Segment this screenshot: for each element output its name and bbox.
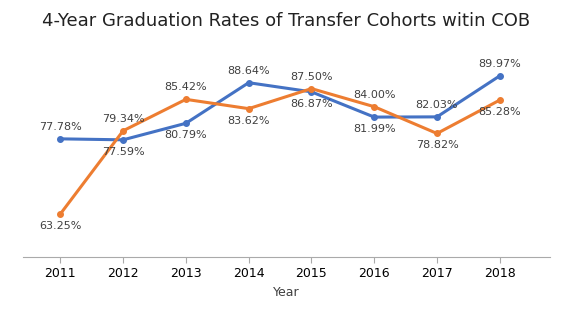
- Text: 88.64%: 88.64%: [227, 66, 270, 76]
- Text: 84.00%: 84.00%: [353, 90, 395, 100]
- NURM: [496, 74, 503, 78]
- NURM: [371, 115, 378, 119]
- URM: [496, 98, 503, 102]
- Text: 78.82%: 78.82%: [416, 140, 458, 150]
- Text: 85.28%: 85.28%: [479, 107, 521, 117]
- URM: [308, 87, 315, 90]
- Text: 89.97%: 89.97%: [479, 59, 521, 69]
- URM: [246, 107, 252, 111]
- NURM: [434, 115, 441, 119]
- NURM: [183, 121, 189, 125]
- Text: 82.03%: 82.03%: [416, 100, 458, 110]
- Text: 81.99%: 81.99%: [353, 124, 396, 134]
- Text: 77.59%: 77.59%: [102, 147, 145, 157]
- URM: [57, 212, 64, 216]
- NURM: [246, 81, 252, 85]
- URM: [183, 97, 189, 101]
- URM: [120, 129, 126, 133]
- Text: 80.79%: 80.79%: [164, 130, 207, 140]
- Text: 63.25%: 63.25%: [39, 221, 82, 231]
- URM: [434, 132, 441, 136]
- NURM: [308, 90, 315, 94]
- Line: URM: URM: [58, 86, 502, 217]
- Text: 86.87%: 86.87%: [290, 99, 333, 109]
- X-axis label: Year: Year: [273, 286, 299, 299]
- Legend: NURM, URM: NURM, URM: [201, 323, 372, 329]
- NURM: [57, 137, 64, 141]
- URM: [371, 105, 378, 109]
- Text: 83.62%: 83.62%: [227, 115, 270, 126]
- Line: NURM: NURM: [58, 73, 502, 142]
- NURM: [120, 138, 126, 142]
- Title: 4-Year Graduation Rates of Transfer Cohorts witin COB: 4-Year Graduation Rates of Transfer Coho…: [43, 12, 530, 30]
- Text: 79.34%: 79.34%: [102, 114, 145, 124]
- Text: 87.50%: 87.50%: [290, 72, 333, 82]
- Text: 85.42%: 85.42%: [164, 82, 207, 92]
- Text: 77.78%: 77.78%: [39, 122, 82, 132]
